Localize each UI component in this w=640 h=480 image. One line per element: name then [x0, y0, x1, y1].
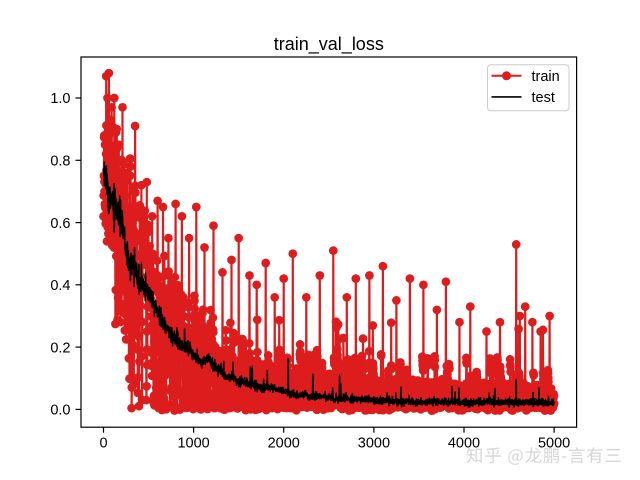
svg-text:1000: 1000 [177, 436, 209, 452]
svg-text:0: 0 [99, 436, 107, 452]
svg-text:3000: 3000 [358, 436, 390, 452]
svg-text:0.4: 0.4 [50, 278, 70, 294]
svg-text:2000: 2000 [268, 436, 300, 452]
svg-text:0.6: 0.6 [50, 216, 70, 232]
svg-text:4000: 4000 [448, 436, 480, 452]
svg-text:train_val_loss: train_val_loss [274, 34, 384, 55]
svg-text:0.2: 0.2 [50, 340, 70, 356]
svg-text:test: test [532, 90, 555, 106]
svg-text:train: train [532, 69, 560, 85]
svg-text:0.8: 0.8 [50, 154, 70, 170]
svg-text:0.0: 0.0 [50, 403, 70, 419]
svg-text:1.0: 1.0 [50, 91, 70, 107]
